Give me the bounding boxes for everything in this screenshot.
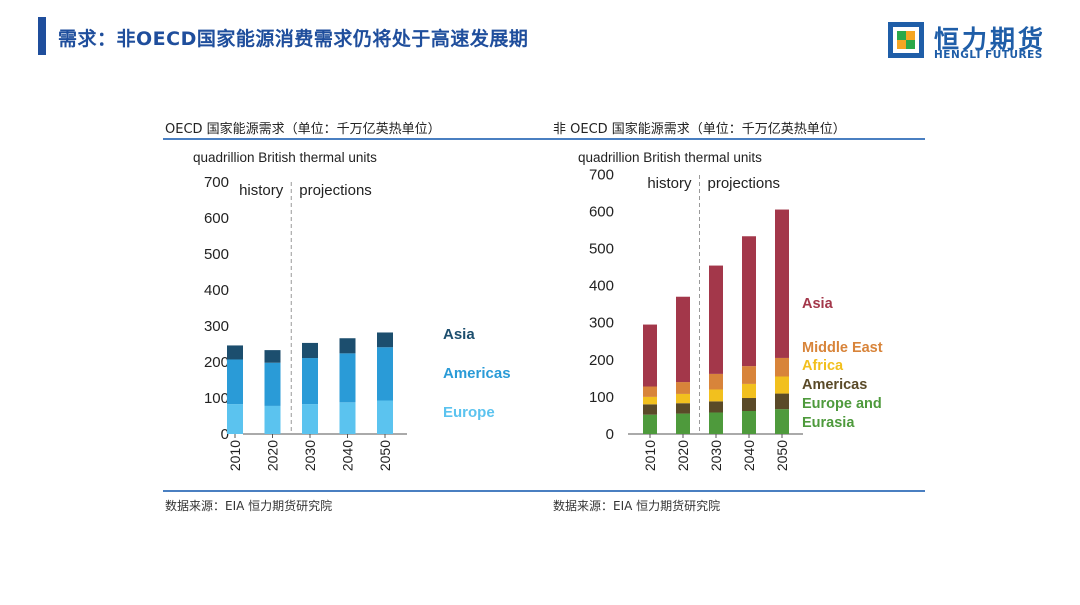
- bar-segment-europe-2040: [339, 402, 356, 434]
- x-tick-label: 2010: [227, 440, 243, 471]
- y-tick-label: 500: [204, 246, 229, 263]
- bar-segment-americas-2020: [264, 362, 281, 406]
- bar-segment-americas-2030: [302, 358, 318, 405]
- logo-chinese-name: 恒力期货: [934, 25, 1047, 54]
- bar-segment-africa-2010: [643, 396, 657, 405]
- legend-label-europe: Europe: [443, 404, 495, 421]
- non-oecd-energy-demand-chart: quadrillion British thermal units 0 100 200…: [578, 150, 883, 471]
- y-tick-label: 500: [589, 241, 614, 258]
- logo-english-name: HENGLI FUTURES: [934, 49, 1043, 61]
- logo-mark-icon: [888, 22, 924, 58]
- chart-0-content: quadrillion British thermal units 0 100 200…: [193, 150, 511, 471]
- x-tick-label: 2050: [377, 440, 393, 471]
- projections-annotation: projections: [299, 182, 372, 199]
- bar-segment-americas-2010: [643, 404, 657, 415]
- y-tick-label: 200: [204, 354, 229, 371]
- y-tick-label: 200: [589, 352, 614, 369]
- bar-segment-asia-2010: [643, 324, 657, 387]
- non-oecd-panel-bottom-rule: [550, 490, 925, 492]
- bar-segment-americas-2040: [339, 353, 356, 403]
- bar-segment-middle-east-2030: [709, 373, 723, 390]
- legend-label-americas: Americas: [802, 377, 867, 393]
- bar-segment-europe-2050: [377, 400, 393, 434]
- oecd-data-source: 数据来源：EIA 恒力期货研究院: [165, 499, 333, 513]
- y-tick-label: 600: [589, 203, 614, 220]
- y-tick-label: 400: [589, 278, 614, 295]
- x-tick-label: 2020: [265, 440, 281, 471]
- bar-segment-asia-2050: [377, 332, 393, 348]
- company-logo: 恒力期货 HENGLI FUTURES: [888, 22, 1058, 62]
- bar-segment-asia-2040: [742, 236, 756, 367]
- x-tick-label: 2030: [302, 440, 318, 471]
- oecd-energy-demand-chart: quadrillion British thermal units 0 100 200…: [193, 150, 511, 471]
- y-tick-label: 0: [221, 426, 229, 443]
- bar-segment-americas-2040: [742, 398, 756, 411]
- y-tick-label: 100: [589, 389, 614, 406]
- page-title: 需求：非OECD国家能源消费需求仍将处于高速发展期: [58, 28, 529, 50]
- projections-annotation: projections: [708, 175, 781, 192]
- legend-label-europe-and-eurasia: Eurasia: [802, 415, 855, 431]
- bar-segment-asia-2020: [264, 350, 281, 363]
- bar-segment-asia-2020: [676, 296, 690, 383]
- legend-label-middle-east: Middle East: [802, 340, 883, 356]
- y-tick-label: 700: [589, 166, 614, 183]
- legend-label-europe-and-eurasia: Europe and: [802, 396, 882, 412]
- bar-segment-europe-and-eurasia-2040: [742, 410, 756, 434]
- y-tick-label: 100: [204, 390, 229, 407]
- y-tick-label: 0: [606, 426, 614, 443]
- bar-segment-europe-2010: [227, 404, 243, 434]
- oecd-panel-title: OECD 国家能源需求（单位：千万亿英热单位）: [165, 122, 441, 137]
- y-tick-label: 300: [589, 315, 614, 332]
- history-annotation: history: [647, 175, 692, 192]
- history-annotation: history: [239, 182, 284, 199]
- y-axis-units-label: quadrillion British thermal units: [578, 150, 762, 165]
- y-tick-label: 300: [204, 318, 229, 335]
- chart-1-content: quadrillion British thermal units 0 100 200…: [578, 150, 883, 471]
- x-tick-label: 2050: [774, 440, 790, 471]
- y-axis-units-label: quadrillion British thermal units: [193, 150, 377, 165]
- bar-segment-americas-2010: [227, 359, 243, 405]
- bar-segment-americas-2030: [709, 401, 723, 413]
- x-tick-label: 2010: [642, 440, 658, 471]
- bar-segment-americas-2020: [676, 403, 690, 414]
- bar-segment-asia-2040: [339, 338, 356, 354]
- bar-segment-europe-2030: [302, 404, 318, 434]
- bar-segment-europe-and-eurasia-2020: [676, 413, 690, 434]
- bar-segment-middle-east-2040: [742, 366, 756, 384]
- x-tick-label: 2020: [675, 440, 691, 471]
- x-tick-label: 2030: [708, 440, 724, 471]
- legend-label-americas: Americas: [443, 365, 511, 382]
- x-tick-label: 2040: [741, 440, 757, 471]
- bar-segment-asia-2050: [775, 209, 789, 358]
- bar-segment-africa-2020: [676, 393, 690, 404]
- non-oecd-data-source: 数据来源：EIA 恒力期货研究院: [553, 499, 721, 513]
- legend-label-asia: Asia: [443, 326, 475, 343]
- non-oecd-panel-title: 非 OECD 国家能源需求（单位：千万亿英热单位）: [553, 122, 846, 137]
- bar-segment-middle-east-2010: [643, 386, 657, 397]
- bar-segment-africa-2040: [742, 383, 756, 399]
- bar-segment-asia-2010: [227, 345, 243, 360]
- bar-segment-middle-east-2020: [676, 382, 690, 394]
- oecd-panel-top-rule: [163, 138, 550, 140]
- bar-segment-americas-2050: [775, 393, 789, 410]
- bar-segment-europe-and-eurasia-2010: [643, 414, 657, 434]
- x-tick-label: 2040: [340, 440, 356, 471]
- bar-segment-asia-2030: [302, 342, 318, 359]
- bar-segment-africa-2050: [775, 376, 789, 394]
- bar-segment-africa-2030: [709, 389, 723, 402]
- title-accent-bar: [38, 17, 46, 55]
- legend-label-africa: Africa: [802, 358, 844, 374]
- bar-segment-europe-and-eurasia-2030: [709, 412, 723, 434]
- bar-segment-asia-2030: [709, 265, 723, 374]
- oecd-panel-bottom-rule: [163, 490, 550, 492]
- bar-segment-americas-2050: [377, 347, 393, 401]
- bar-segment-europe-and-eurasia-2050: [775, 409, 789, 434]
- y-tick-label: 400: [204, 282, 229, 299]
- legend-label-asia: Asia: [802, 296, 834, 312]
- non-oecd-panel-top-rule: [550, 138, 925, 140]
- y-tick-label: 600: [204, 210, 229, 227]
- y-tick-label: 700: [204, 174, 229, 191]
- bar-segment-middle-east-2050: [775, 357, 789, 377]
- bar-segment-europe-2020: [264, 405, 281, 434]
